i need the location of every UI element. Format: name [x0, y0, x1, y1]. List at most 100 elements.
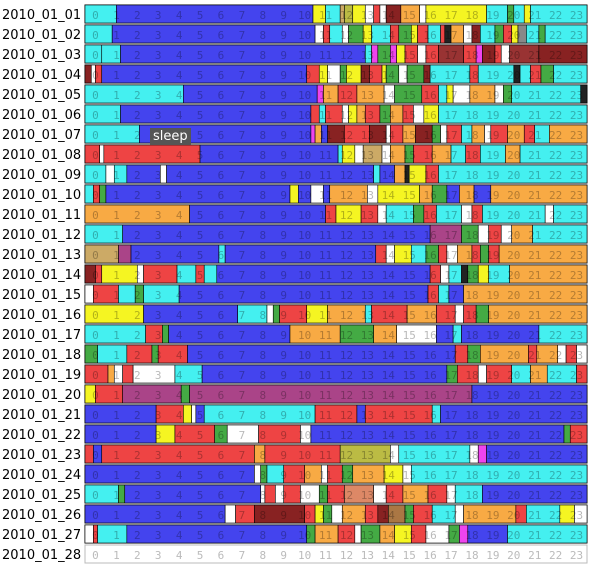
- hour-tick-label: 15: [403, 529, 416, 542]
- hour-tick-label: 19: [486, 249, 499, 262]
- hour-tick-label: 20: [507, 209, 520, 222]
- activity-segment: [576, 344, 588, 364]
- hour-tick-label: 2: [134, 389, 141, 402]
- hour-tick-label: 3: [155, 29, 162, 42]
- hour-tick-label: 20: [507, 429, 520, 442]
- hour-tick-label: 17: [444, 349, 457, 362]
- hour-tick-label: 13: [361, 469, 374, 482]
- hour-tick-label: 9: [280, 489, 287, 502]
- hour-tick-label: 6: [218, 249, 225, 262]
- date-label: 2010_01_24: [2, 468, 81, 483]
- hour-tick-label: 22: [549, 129, 562, 142]
- hour-tick-label: 14: [382, 409, 396, 422]
- hour-tick-label: 10: [298, 469, 311, 482]
- hour-tick-label: 10: [298, 69, 311, 82]
- hour-tick-label: 3: [155, 469, 162, 482]
- hour-tick-label: 4: [176, 229, 183, 242]
- hour-tick-label: 23: [570, 389, 583, 402]
- hour-tick-label: 19: [486, 189, 499, 202]
- hour-tick-label: 22: [549, 529, 562, 542]
- hour-tick-label: 21: [528, 509, 541, 522]
- hour-tick-label: 12: [340, 349, 353, 362]
- hour-tick-label: 7: [239, 529, 246, 542]
- hour-tick-label: 12: [340, 309, 353, 322]
- hour-tick-label: 19: [486, 9, 499, 22]
- hour-tick-label: 2: [134, 49, 141, 62]
- hour-tick-label: 0: [92, 449, 99, 462]
- hour-tick-label: 0: [92, 329, 99, 342]
- hour-tick-label: 15: [403, 129, 416, 142]
- hour-tick-label: 7: [239, 469, 246, 482]
- hour-tick-label: 12: [340, 209, 353, 222]
- hour-tick-label: 18: [465, 29, 478, 42]
- hour-tick-label: 6: [218, 329, 225, 342]
- hour-tick-label: 20: [507, 529, 520, 542]
- hour-tick-label: 19: [486, 529, 499, 542]
- hour-tick-label: 2: [134, 129, 141, 142]
- hour-tick-label: 23: [570, 189, 583, 202]
- hour-tick-label: 22: [549, 369, 562, 382]
- hour-tick-label: 7: [239, 9, 246, 22]
- hour-tick-label: 23: [570, 89, 583, 102]
- hour-tick-label: 0: [92, 409, 99, 422]
- hour-tick-label: 14: [382, 129, 396, 142]
- hour-tick-label: 15: [403, 389, 416, 402]
- hour-tick-label: 10: [298, 149, 311, 162]
- date-label: 2010_01_04: [2, 68, 81, 83]
- hour-tick-label: 20: [507, 149, 520, 162]
- hour-tick-label: 13: [361, 29, 374, 42]
- hour-tick-label: 8: [259, 269, 266, 282]
- hour-tick-label: 17: [444, 269, 457, 282]
- hour-tick-label: 11: [319, 169, 332, 182]
- hour-tick-label: 9: [280, 289, 287, 302]
- hour-tick-label: 0: [92, 109, 99, 122]
- hour-tick-label: 5: [197, 249, 204, 262]
- hour-tick-label: 1: [113, 309, 120, 322]
- hour-tick-label: 22: [549, 169, 562, 182]
- hour-tick-label: 9: [280, 309, 287, 322]
- hour-tick-label: 19: [486, 289, 499, 302]
- hour-tick-label: 23: [570, 329, 583, 342]
- hour-tick-label: 21: [528, 89, 541, 102]
- hour-tick-label: 23: [570, 9, 583, 22]
- hour-tick-label: 20: [507, 389, 520, 402]
- hour-tick-label: 16: [424, 449, 437, 462]
- hour-tick-label: 21: [528, 389, 541, 402]
- activity-segment: [191, 404, 197, 424]
- hour-tick-label: 9: [280, 69, 287, 82]
- hour-tick-label: 16: [424, 209, 437, 222]
- hour-tick-label: 12: [340, 69, 353, 82]
- hour-tick-label: 2: [134, 209, 141, 222]
- hour-tick-label: 9: [280, 349, 287, 362]
- hour-tick-label: 21: [528, 69, 541, 82]
- hour-tick-label: 15: [403, 329, 416, 342]
- hour-tick-label: 9: [280, 429, 287, 442]
- hour-tick-label: 3: [155, 89, 162, 102]
- hour-tick-label: 5: [197, 129, 204, 142]
- hour-tick-label: 18: [465, 469, 478, 482]
- hour-tick-label: 10: [298, 89, 311, 102]
- hour-tick-label: 14: [382, 209, 396, 222]
- hour-tick-label: 1: [113, 109, 120, 122]
- hour-tick-label: 15: [403, 169, 416, 182]
- day-row: 2010_01_15 0 1 2 3 4 5 6 7 8 9 10 11 12 13 14 15 16 17 18 19…: [2, 284, 588, 304]
- hour-tick-label: 12: [340, 529, 353, 542]
- hour-tick-label: 7: [239, 269, 246, 282]
- hour-tick-label: 8: [259, 209, 266, 222]
- hour-tick-label: 13: [361, 169, 374, 182]
- hour-tick-label: 18: [465, 289, 478, 302]
- hour-tick-label: 20: [507, 9, 520, 22]
- hour-tick-label: 16: [424, 489, 437, 502]
- hour-tick-label: 10: [298, 509, 311, 522]
- hour-tick-label: 20: [507, 229, 520, 242]
- date-label: 2010_01_06: [2, 108, 81, 123]
- activity-segment: [122, 384, 182, 404]
- hour-tick-label: 22: [549, 329, 562, 342]
- hour-tick-label: 0: [92, 229, 99, 242]
- hour-tick-label: 11: [319, 129, 332, 142]
- hour-tick-label: 17: [444, 429, 457, 442]
- hour-tick-label: 14: [382, 309, 396, 322]
- hour-tick-label: 15: [403, 249, 416, 262]
- hour-tick-label: 11: [319, 529, 332, 542]
- hour-tick-label: 18: [465, 189, 478, 202]
